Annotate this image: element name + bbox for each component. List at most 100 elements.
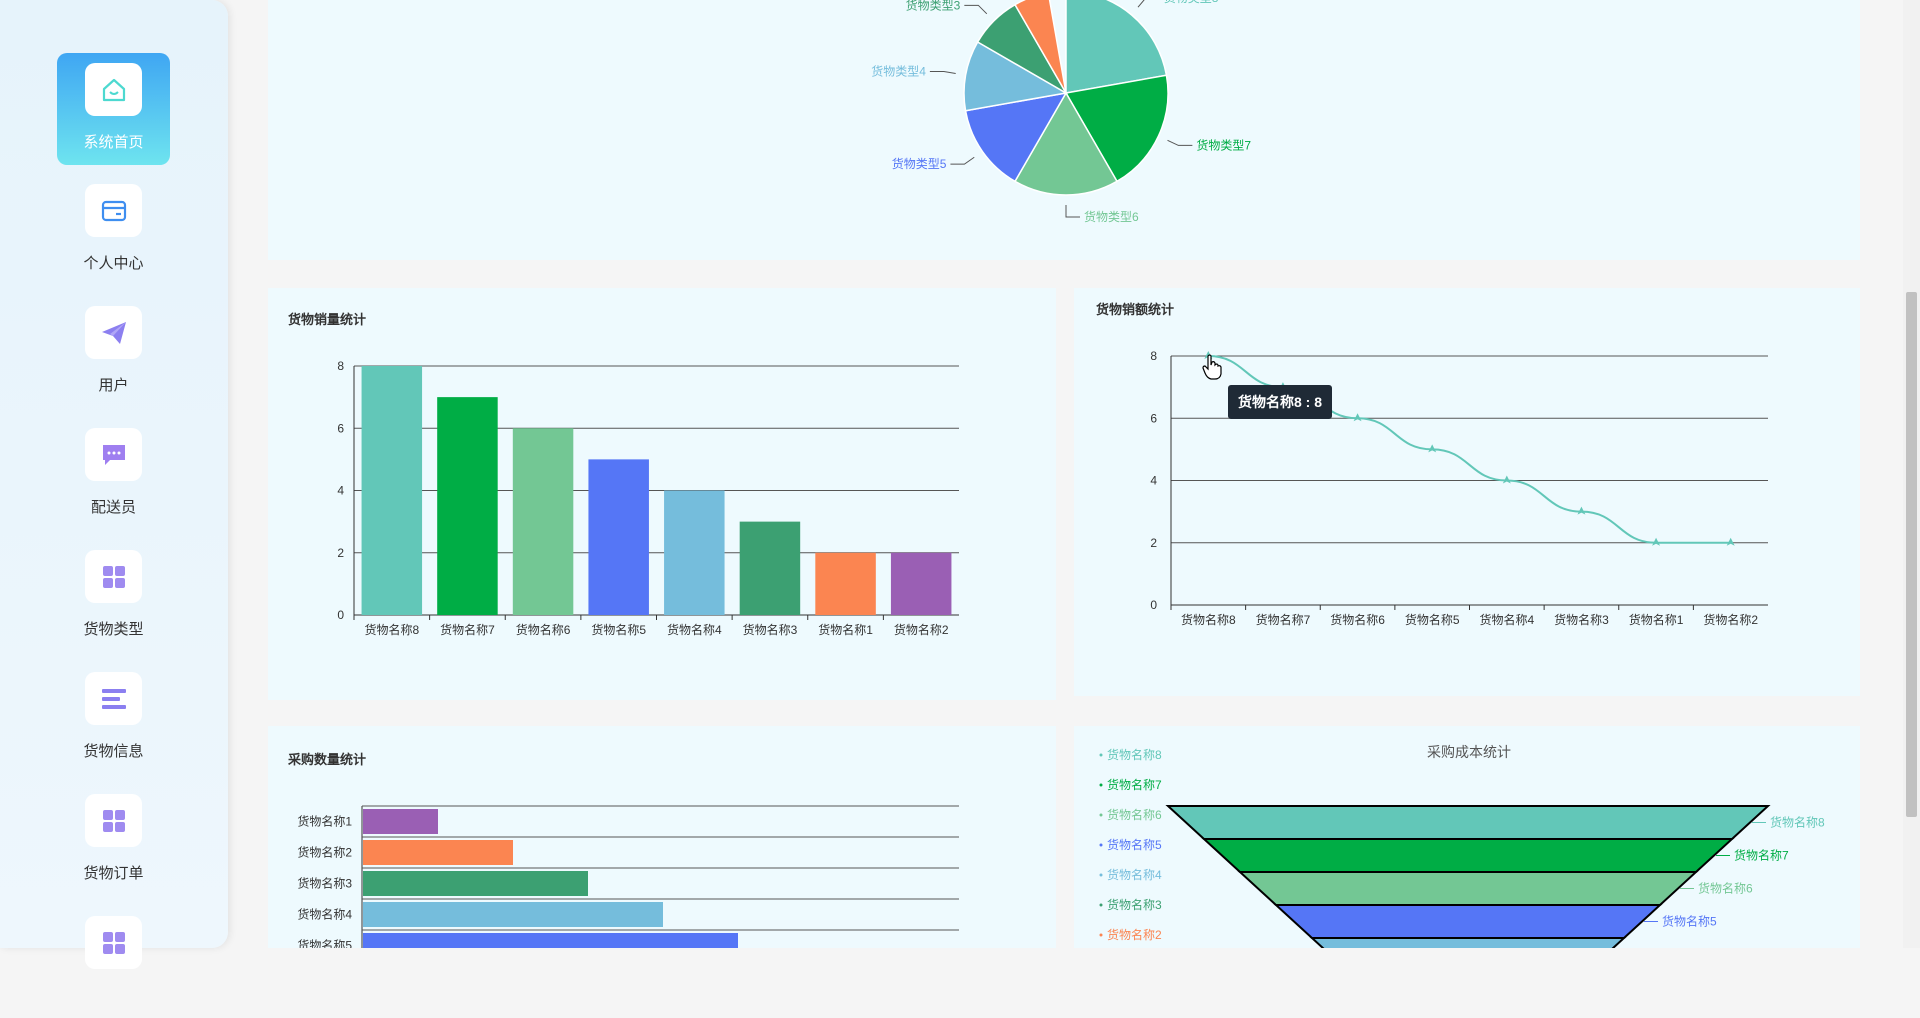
chart-title: 货物销量统计 bbox=[288, 312, 367, 327]
pie-label-line bbox=[964, 4, 988, 15]
line-point bbox=[1652, 537, 1661, 546]
pie-slice-label: 货物类型7 bbox=[1196, 137, 1251, 152]
sales-amount-line-chart: 0 2 4 6 8 货物名称8 货物名称7 货物名称6 货物名称5 货物名称4 货物名称3 货物名称1… bbox=[1150, 349, 1768, 627]
sidebar-item-label: 用户 bbox=[98, 377, 129, 394]
sidebar-item-users[interactable]: 用户 bbox=[57, 296, 170, 408]
y-tick-label: 6 bbox=[1150, 411, 1157, 425]
y-tick-label: 0 bbox=[337, 608, 344, 622]
x-tick-label: 货物名称5 bbox=[591, 622, 646, 637]
pie-slice-label: 货物类型3 bbox=[906, 0, 961, 12]
sidebar-item-couriers[interactable]: 配送员 bbox=[57, 418, 170, 530]
x-tick-label: 货物名称8 bbox=[1181, 612, 1236, 627]
y-tick-label: 4 bbox=[337, 484, 344, 498]
funnel-layer bbox=[1201, 838, 1735, 873]
x-tick-label: 货物名称2 bbox=[894, 622, 949, 637]
pie-panel: 货物类型8货物类型7货物类型6货物类型5货物类型4货物类型3货物类型2 bbox=[268, 0, 1860, 260]
bar bbox=[363, 809, 438, 834]
y-tick-label: 货物名称2 bbox=[297, 845, 352, 860]
sidebar-item-label: 系统首页 bbox=[83, 134, 144, 151]
x-tick-label: 货物名称1 bbox=[1629, 612, 1684, 627]
grid-icon bbox=[85, 550, 142, 603]
funnel-layer bbox=[1165, 805, 1771, 840]
y-tick-label: 6 bbox=[337, 421, 344, 435]
legend-item: 货物名称4 bbox=[1107, 867, 1162, 882]
legend-marker bbox=[1099, 873, 1103, 877]
sidebar-item-goods-type[interactable]: 货物类型 bbox=[57, 540, 170, 652]
bar bbox=[588, 459, 649, 615]
legend-item: 货物名称5 bbox=[1107, 837, 1162, 852]
sales-volume-bar-chart: 0 2 4 6 8 货物名称8 货物名称7 货物名称6 货物名称5 货物名称4 货物名称3 货物名称1… bbox=[337, 359, 959, 637]
x-tick-label: 货物名称5 bbox=[1405, 612, 1460, 627]
legend-marker bbox=[1099, 933, 1103, 937]
legend-item: 货物名称7 bbox=[1107, 777, 1162, 792]
funnel-label: 货物名称4 bbox=[1626, 947, 1681, 949]
y-tick-label: 货物名称3 bbox=[297, 876, 352, 891]
bar bbox=[664, 490, 725, 615]
purchase-cost-panel: 采购成本统计 货物名称8 货物名称7 货物名称6 货物名称5 货物名称4 货物名称3 货物名称… bbox=[1074, 726, 1860, 948]
x-tick-label: 货物名称3 bbox=[743, 622, 798, 637]
sidebar-item-label: 货物信息 bbox=[83, 743, 144, 760]
sidebar-item-profile[interactable]: 个人中心 bbox=[57, 174, 170, 286]
scrollbar-thumb[interactable] bbox=[1906, 292, 1917, 817]
bar bbox=[363, 871, 588, 896]
bar bbox=[739, 521, 801, 615]
paper-plane-icon bbox=[85, 306, 142, 359]
hand-cursor-icon bbox=[1202, 354, 1222, 380]
sales-volume-panel: 货物销量统计 0 2 4 6 8 货物名称8 货物名称7 货物名称6 货物名称5 货物名称4 货物名… bbox=[268, 288, 1056, 700]
list-icon bbox=[85, 672, 142, 725]
pie-slice bbox=[1065, 0, 1168, 94]
chart-title: 采购数量统计 bbox=[288, 752, 367, 767]
home-icon bbox=[85, 63, 142, 116]
sidebar: 系统首页 个人中心 用户 配送员 货物类型 货物信息 货物订单 bbox=[0, 0, 228, 969]
pie-label-line bbox=[950, 156, 975, 165]
bar bbox=[512, 428, 574, 615]
funnel-label: 货物名称5 bbox=[1662, 914, 1717, 929]
legend-item: 货物名称3 bbox=[1107, 897, 1162, 912]
series-line bbox=[1208, 355, 1731, 544]
funnel-layer bbox=[1273, 904, 1663, 939]
x-tick-label: 货物名称7 bbox=[440, 622, 495, 637]
line-point bbox=[1726, 537, 1735, 546]
x-tick-label: 货物名称4 bbox=[667, 622, 722, 637]
y-tick-label: 2 bbox=[1150, 536, 1157, 550]
chart-tooltip: 货物名称8 : 8 bbox=[1228, 385, 1333, 419]
line-point bbox=[1502, 475, 1511, 484]
chart-title: 货物销额统计 bbox=[1096, 302, 1175, 317]
chart-title: 采购成本统计 bbox=[1427, 744, 1511, 760]
pie-label-line bbox=[929, 70, 956, 75]
bar bbox=[815, 552, 876, 615]
sidebar-item-home[interactable]: 系统首页 bbox=[57, 53, 170, 165]
y-tick-label: 货物名称5 bbox=[297, 938, 352, 949]
pie-slice-label: 货物类型8 bbox=[1164, 0, 1219, 5]
x-tick-label: 货物名称7 bbox=[1256, 612, 1311, 627]
sidebar-item-goods-info[interactable]: 货物信息 bbox=[57, 662, 170, 774]
grid-icon bbox=[85, 794, 142, 847]
legend-item: 货物名称8 bbox=[1107, 747, 1162, 762]
sidebar-item-more[interactable] bbox=[57, 906, 170, 1018]
pie-slice bbox=[1013, 91, 1119, 196]
x-tick-label: 货物名称6 bbox=[516, 622, 571, 637]
pie-slice-label: 货物类型5 bbox=[892, 156, 947, 171]
sidebar-item-label: 货物订单 bbox=[83, 865, 144, 882]
bar bbox=[361, 366, 423, 615]
sidebar-item-goods-orders[interactable]: 货物订单 bbox=[57, 784, 170, 896]
scrollbar-track[interactable] bbox=[1903, 0, 1920, 948]
y-tick-label: 8 bbox=[1150, 349, 1157, 363]
funnel-layer bbox=[1309, 937, 1627, 948]
grid-icon bbox=[85, 916, 142, 969]
bar bbox=[363, 902, 663, 927]
bar bbox=[890, 552, 952, 615]
funnel-label: 货物名称8 bbox=[1770, 815, 1825, 830]
x-tick-label: 货物名称4 bbox=[1479, 612, 1534, 627]
sales-amount-panel: 货物销额统计 0 2 4 6 8 货物名称8 货物名称7 货物名称6 货物名称5 货物名称4 货物名… bbox=[1074, 288, 1860, 696]
line-point bbox=[1353, 413, 1362, 422]
pie-label-line bbox=[1137, 0, 1145, 8]
chat-icon bbox=[85, 428, 142, 481]
y-tick-label: 货物名称1 bbox=[297, 814, 352, 829]
line-point bbox=[1577, 506, 1586, 515]
y-tick-label: 4 bbox=[1150, 474, 1157, 488]
legend-item: 货物名称6 bbox=[1107, 807, 1162, 822]
purchase-qty-bar-chart: 货物名称1 货物名称2 货物名称3 货物名称4 货物名称5 bbox=[297, 805, 959, 949]
sidebar-item-label: 个人中心 bbox=[83, 255, 144, 272]
pie-slice bbox=[1064, 74, 1169, 183]
